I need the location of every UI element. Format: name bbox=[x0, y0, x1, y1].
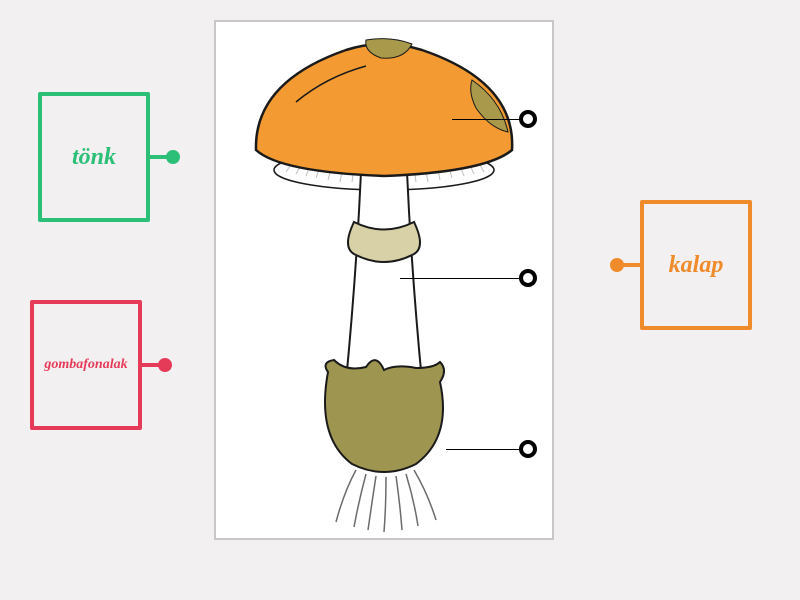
diagram-panel bbox=[214, 20, 554, 540]
mushroom-illustration bbox=[216, 22, 552, 538]
label-card-gombafonalak[interactable]: gombafonalak bbox=[30, 300, 142, 430]
target-roots[interactable] bbox=[519, 440, 537, 458]
target-stem[interactable] bbox=[519, 269, 537, 287]
label-text-tonk: tönk bbox=[66, 140, 122, 175]
label-card-kalap[interactable]: kalap bbox=[640, 200, 752, 330]
label-text-gombafonalak: gombafonalak bbox=[38, 353, 133, 377]
target-roots-leader bbox=[446, 449, 519, 450]
label-pin-gombafonalak bbox=[158, 358, 172, 372]
label-pin-kalap bbox=[610, 258, 624, 272]
label-pin-tonk bbox=[166, 150, 180, 164]
label-pin-stem-kalap bbox=[622, 263, 640, 267]
label-text-kalap: kalap bbox=[663, 248, 730, 283]
label-card-tonk[interactable]: tönk bbox=[38, 92, 150, 222]
target-cap-leader bbox=[452, 119, 519, 120]
target-cap[interactable] bbox=[519, 110, 537, 128]
target-stem-leader bbox=[400, 278, 519, 279]
